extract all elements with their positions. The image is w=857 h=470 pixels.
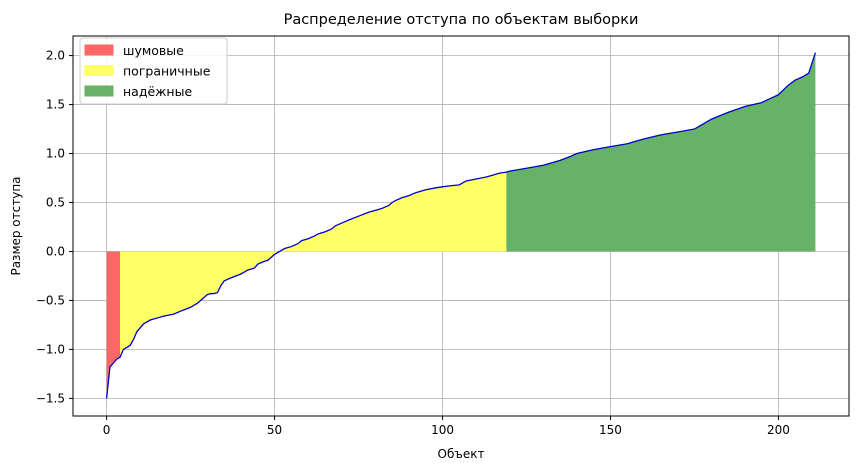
y-tick-label: −1.0 xyxy=(36,342,65,356)
y-tick-label: 1.0 xyxy=(46,147,65,161)
area-надёжные xyxy=(506,52,816,252)
y-tick-label: 1.5 xyxy=(46,98,65,112)
y-axis-label: Размер отступа xyxy=(9,176,23,275)
y-tick-label: −1.5 xyxy=(36,391,65,405)
plot-frame xyxy=(72,35,850,417)
x-tick-label: 150 xyxy=(599,423,622,437)
x-axis-label: Объект xyxy=(438,447,485,461)
x-tick-label: 50 xyxy=(267,423,282,437)
area-fills xyxy=(106,52,816,399)
legend-swatch xyxy=(84,85,114,97)
area-пограничные xyxy=(120,172,507,358)
margin-line xyxy=(105,52,817,399)
legend-swatch xyxy=(84,65,114,76)
legend-label: пограничные xyxy=(123,64,211,79)
x-tick-label: 0 xyxy=(103,423,111,437)
y-tick-label: −0.5 xyxy=(36,293,65,307)
axis-ticks: 0 50 100 150 200 −1.5 −1.0 −0.5 0.0 0.5 1.0 1.5 2.0 xyxy=(36,49,790,437)
area-шумовые xyxy=(106,251,121,399)
legend-box xyxy=(79,37,228,105)
legend: шумовые пограничные надёжные xyxy=(79,37,228,105)
y-tick-label: 0.5 xyxy=(46,195,65,209)
y-tick-label: 0.0 xyxy=(46,244,65,258)
legend-label: надёжные xyxy=(123,84,192,99)
legend-label: шумовые xyxy=(123,43,184,58)
margin-curve xyxy=(105,52,817,399)
y-tick-label: 2.0 xyxy=(46,49,65,63)
x-tick-label: 200 xyxy=(767,423,790,437)
legend-swatch xyxy=(84,44,114,56)
x-tick-label: 100 xyxy=(431,423,454,437)
chart-title: Распределение отступа по объектам выборк… xyxy=(284,12,639,28)
